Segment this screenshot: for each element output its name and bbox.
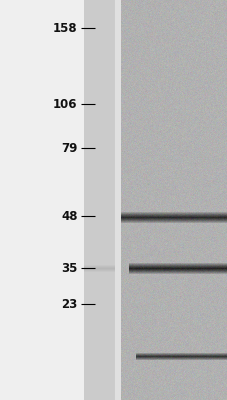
Text: 35: 35 — [61, 262, 77, 274]
Text: 158: 158 — [53, 22, 77, 34]
Text: 106: 106 — [53, 98, 77, 110]
Text: 48: 48 — [61, 210, 77, 222]
Text: 79: 79 — [61, 142, 77, 154]
Text: 23: 23 — [61, 298, 77, 310]
